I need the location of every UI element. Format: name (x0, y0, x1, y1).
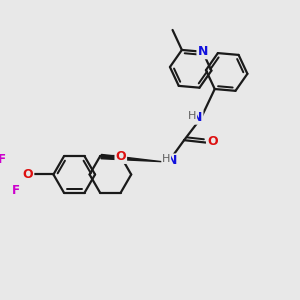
Polygon shape (101, 154, 161, 162)
Text: N: N (192, 111, 202, 124)
Text: F: F (0, 153, 6, 167)
Text: O: O (23, 168, 33, 181)
Text: O: O (207, 136, 217, 148)
Text: F: F (12, 184, 20, 197)
Text: N: N (167, 154, 177, 167)
Text: N: N (197, 45, 208, 58)
Text: H: H (188, 111, 196, 121)
Text: H: H (162, 154, 170, 164)
Text: O: O (116, 150, 126, 163)
